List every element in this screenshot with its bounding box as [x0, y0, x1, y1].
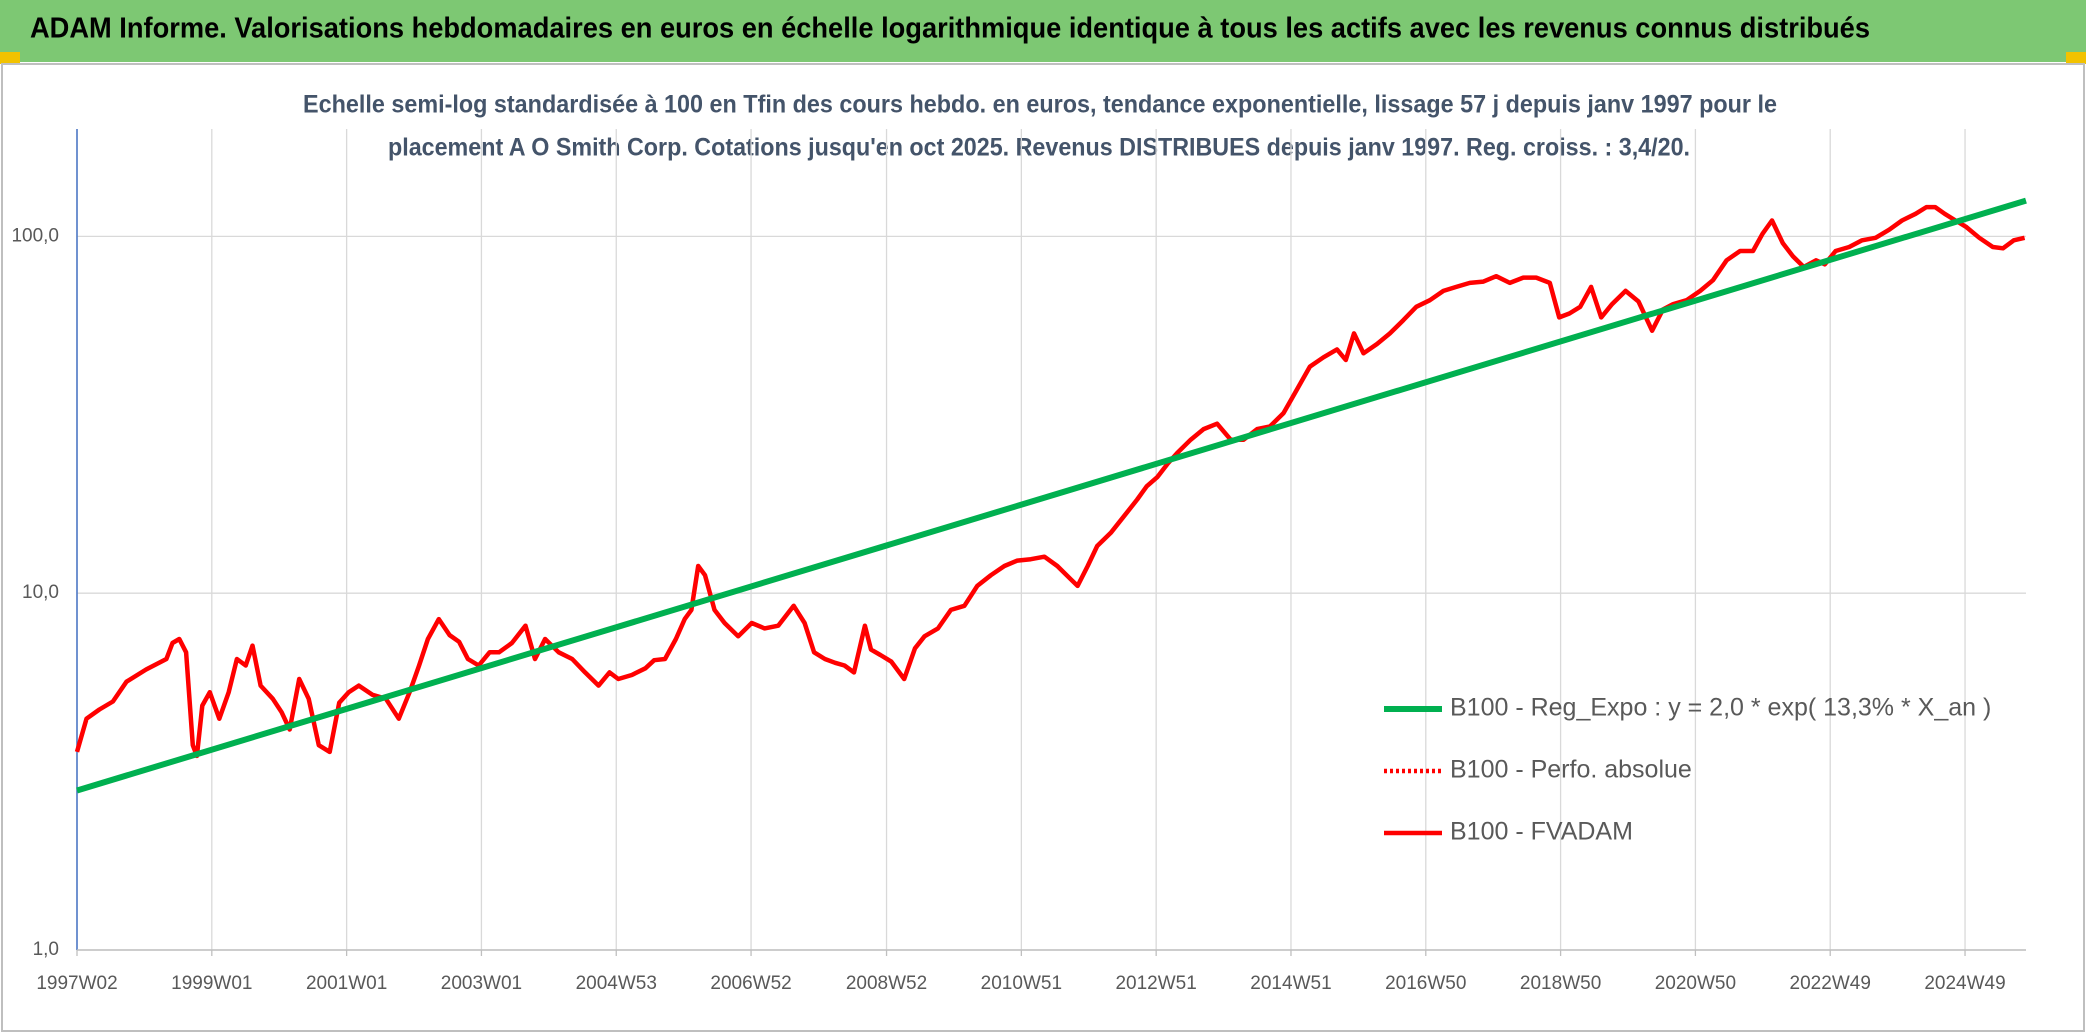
- legend-label: B100 - FVADAM: [1450, 818, 1633, 846]
- x-tick-label: 1997W02: [36, 973, 117, 994]
- y-tick-label: 1,0: [33, 939, 59, 960]
- x-tick-label: 2024W49: [1924, 973, 2005, 994]
- x-tick-label: 2016W50: [1385, 973, 1466, 994]
- legend-label: B100 - Perfo. absolue: [1450, 756, 1692, 784]
- x-tick-label: 2014W51: [1250, 973, 1331, 994]
- x-tick-label: 2004W53: [576, 973, 657, 994]
- y-tick-label: 100,0: [11, 225, 59, 246]
- y-tick-label: 10,0: [22, 582, 59, 603]
- corner-mark: [2066, 52, 2086, 64]
- x-tick-label: 1999W01: [171, 973, 252, 994]
- header-bar: [0, 0, 2086, 62]
- x-tick-label: 2010W51: [981, 973, 1062, 994]
- x-tick-label: 2018W50: [1520, 973, 1601, 994]
- x-tick-label: 2008W52: [846, 973, 927, 994]
- x-tick-label: 2022W49: [1790, 973, 1871, 994]
- chart-title: ADAM Informe. Valorisations hebdomadaire…: [30, 13, 1870, 45]
- corner-mark: [0, 52, 20, 64]
- x-tick-label: 2012W51: [1115, 973, 1196, 994]
- x-tick-label: 2006W52: [710, 973, 791, 994]
- series-line: [74, 204, 2026, 759]
- chart-frame: [1, 63, 2085, 1032]
- series-line: [76, 197, 2027, 794]
- x-tick-label: 2001W01: [306, 973, 387, 994]
- chart-subtitle: Echelle semi-log standardisée à 100 en T…: [303, 91, 1777, 119]
- chart-subtitle: placement A O Smith Corp. Cotations jusq…: [388, 134, 1690, 162]
- legend-label: B100 - Reg_Expo : y = 2,0 * exp( 13,3% *…: [1450, 694, 1991, 722]
- x-tick-label: 2020W50: [1655, 973, 1736, 994]
- x-tick-label: 2003W01: [441, 973, 522, 994]
